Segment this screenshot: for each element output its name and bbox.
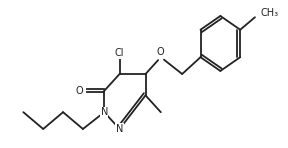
Text: N: N (116, 124, 123, 134)
Text: N: N (101, 107, 108, 117)
Text: Cl: Cl (115, 48, 124, 58)
Text: O: O (157, 47, 165, 57)
Text: O: O (75, 86, 83, 96)
Text: CH₃: CH₃ (260, 8, 278, 18)
